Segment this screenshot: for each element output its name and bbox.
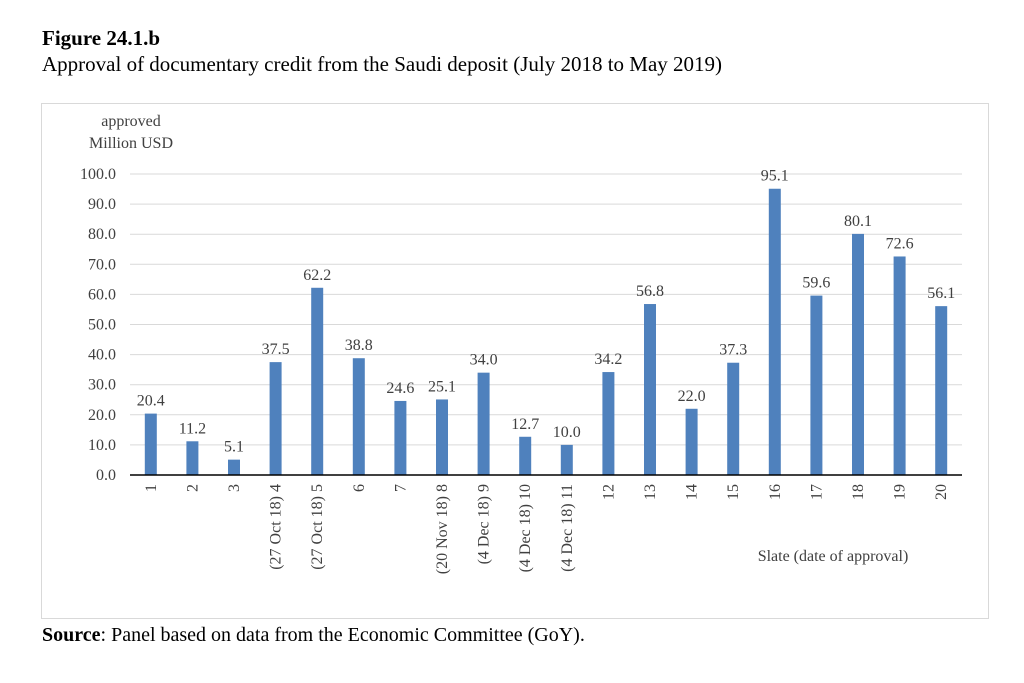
x-tick-label: 17: [808, 484, 825, 500]
data-label: 20.4: [137, 393, 165, 410]
bar: [519, 436, 532, 475]
x-tick-label: 13: [642, 484, 659, 500]
data-labels: 20.4 11.2 5.1 37.5 62.2 38.8 24.6 25.1 34.0 12.7 1…: [137, 168, 955, 456]
data-label: 34.2: [594, 351, 622, 368]
x-tick-label: (20 Nov 18) 8: [434, 484, 451, 574]
data-label: 80.1: [844, 213, 872, 230]
chart-frame: [41, 103, 989, 619]
bar: [436, 399, 448, 475]
bar: [560, 444, 573, 475]
x-tick-label: 18: [850, 484, 867, 500]
x-axis-ticks: 1 2 3 (27 Oct 18) 4 (27 Oct 18) 5 6 7 (20 Nov 1…: [143, 484, 950, 574]
x-tick-label: 1: [143, 484, 160, 492]
bar: [893, 256, 906, 475]
bar: [852, 233, 864, 475]
data-label: 24.6: [386, 380, 414, 397]
bar: [935, 306, 948, 475]
data-label: 56.1: [927, 285, 955, 302]
bar: [186, 441, 199, 475]
bar: [810, 295, 823, 475]
bar: [685, 408, 698, 475]
x-tick-label: 14: [684, 484, 701, 500]
bar: [727, 362, 740, 475]
bar: [477, 372, 490, 475]
y-tick-label: 20.0: [88, 407, 116, 424]
y-axis-ticks: 0.0 10.0 20.0 30.0 40.0 50.0 60.0 70.0 80.0 90.0 1…: [80, 166, 116, 484]
figure-label: Figure 24.1.b: [42, 26, 161, 50]
data-label: 37.5: [262, 341, 290, 358]
source-label: Source: [42, 624, 101, 646]
x-tick-label: 15: [725, 484, 742, 500]
y-tick-label: 30.0: [88, 377, 116, 394]
data-label: 38.8: [345, 337, 373, 354]
data-label: 37.3: [719, 342, 747, 359]
bar: [394, 400, 407, 475]
data-label: 72.6: [886, 235, 914, 252]
y-axis-label-line-1: approved: [101, 113, 161, 130]
gridlines: [130, 173, 962, 446]
x-tick-label: 6: [351, 484, 368, 492]
data-label: 34.0: [470, 352, 498, 369]
x-tick-label: (4 Dec 18) 10: [517, 484, 534, 572]
y-tick-label: 60.0: [88, 286, 116, 303]
data-label: 10.0: [553, 424, 581, 441]
data-label: 56.8: [636, 283, 664, 300]
data-label: 59.6: [802, 275, 830, 292]
data-label: 11.2: [179, 420, 206, 437]
y-tick-label: 70.0: [88, 256, 116, 273]
y-tick-label: 10.0: [88, 437, 116, 454]
y-tick-label: 90.0: [88, 196, 116, 213]
y-tick-label: 40.0: [88, 347, 116, 364]
bar: [602, 372, 615, 475]
data-label: 25.1: [428, 378, 456, 395]
x-tick-label: (27 Oct 18) 5: [309, 484, 326, 570]
x-tick-label: 12: [600, 484, 617, 500]
x-tick-label: 16: [767, 484, 784, 500]
x-tick-label: (4 Dec 18) 11: [559, 484, 576, 572]
x-tick-label: 3: [226, 484, 243, 492]
bar: [228, 459, 240, 475]
source-text: : Panel based on data from the Economic …: [100, 624, 585, 646]
x-tick-label: 2: [184, 484, 201, 492]
data-label: 62.2: [303, 267, 331, 284]
y-tick-label: 100.0: [80, 166, 116, 183]
y-tick-label: 0.0: [96, 467, 116, 484]
x-tick-label: 20: [933, 484, 950, 500]
figure-title: Approval of documentary credit from the …: [42, 52, 723, 76]
bar: [352, 358, 365, 475]
x-tick-label: (27 Oct 18) 4: [268, 484, 285, 570]
data-label: 5.1: [224, 439, 244, 456]
data-label: 95.1: [761, 168, 789, 185]
x-tick-label: 19: [892, 484, 909, 500]
y-tick-label: 80.0: [88, 226, 116, 243]
data-label: 22.0: [678, 388, 706, 405]
x-axis-label: Slate (date of approval): [758, 548, 909, 565]
bar: [311, 287, 324, 475]
x-tick-label: 7: [392, 484, 409, 492]
x-tick-label: (4 Dec 18) 9: [476, 484, 493, 564]
bars: [144, 188, 948, 475]
y-tick-label: 50.0: [88, 317, 116, 334]
data-label: 12.7: [511, 416, 539, 433]
source-note: Source: Panel based on data from the Eco…: [42, 624, 585, 647]
y-axis-label-line-2: Million USD: [89, 135, 173, 152]
bar: [768, 188, 781, 475]
bar: [644, 304, 656, 475]
bar: [144, 413, 157, 475]
bar: [269, 362, 282, 475]
